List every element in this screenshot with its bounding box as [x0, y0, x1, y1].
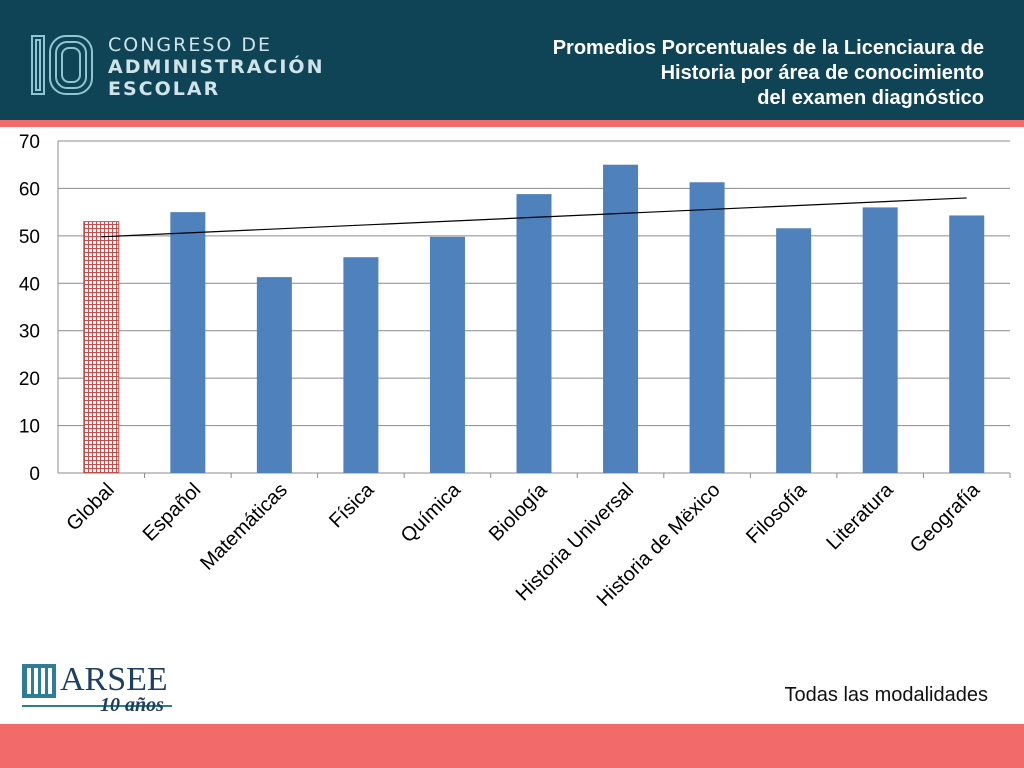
bars [83, 164, 985, 474]
y-tick-label: 0 [29, 464, 40, 485]
bar-category [516, 194, 552, 473]
arsee-underline [22, 705, 172, 707]
arsee-wordmark: ARSEE [60, 661, 168, 698]
footer-band [0, 724, 1024, 768]
ten-numeral-icon [31, 35, 93, 95]
y-axis-ticks: 0 10 20 30 40 50 60 70 [19, 132, 40, 485]
arsee-subtitle: 10 años [100, 694, 164, 716]
x-tick-label: Física [325, 478, 379, 532]
modalities-note: Todas las modalidades [784, 684, 988, 706]
bar-category [256, 277, 292, 473]
slide-title-line2: Historia por área de conocimiento [660, 62, 984, 84]
congreso-logo: CONGRESO DE ADMINISTRACIÓN ESCOLAR [28, 30, 322, 100]
bar-category [949, 215, 985, 473]
logo-text-line2: ADMINISTRACIÓN [108, 56, 325, 78]
slide-title: Promedios Porcentuales de la Licenciaura… [424, 36, 984, 111]
x-tick-label: Química [397, 478, 466, 547]
x-tick-label: Filosofía [742, 478, 812, 548]
trendline [101, 197, 967, 238]
bar-category [429, 236, 465, 473]
bar-category [603, 164, 639, 473]
y-tick-label: 10 [19, 417, 40, 438]
slide-title-line1: Promedios Porcentuales de la Licenciaura… [552, 37, 984, 59]
logo-text-line3: ESCOLAR [108, 78, 221, 100]
x-tick-label: Matemáticas [196, 479, 292, 575]
slide-title-line3: del examen diagnóstico [757, 87, 984, 109]
header-accent-stripe [0, 120, 1024, 127]
y-tick-label: 40 [19, 274, 40, 295]
bar-category [170, 212, 206, 473]
y-tick-label: 30 [19, 322, 40, 343]
x-tick-label: Global [62, 479, 118, 535]
x-tick-label: Literatura [822, 478, 898, 554]
bar-category [862, 207, 898, 473]
y-tick-label: 50 [19, 227, 40, 248]
y-tick-label: 70 [19, 132, 40, 153]
logo-text-line1: CONGRESO DE [108, 34, 273, 56]
x-tick-label: Biología [485, 478, 552, 545]
x-tick-label: Geografía [906, 478, 985, 557]
x-tick-label: Español [139, 479, 206, 546]
bar-chart: 0 10 20 30 40 50 60 70 Global EspañolMatemáticas… [19, 132, 1011, 611]
y-tick-label: 20 [19, 369, 40, 390]
y-tick-label: 60 [19, 179, 40, 200]
bar-category [776, 228, 812, 473]
bar-global [83, 221, 120, 474]
trendline-group [101, 197, 967, 238]
bar-category [343, 257, 379, 473]
arsee-columns-icon [22, 664, 56, 698]
arsee-logo: ARSEE 10 años [22, 660, 182, 720]
bar-category [689, 182, 725, 473]
header-banner [0, 0, 1024, 120]
